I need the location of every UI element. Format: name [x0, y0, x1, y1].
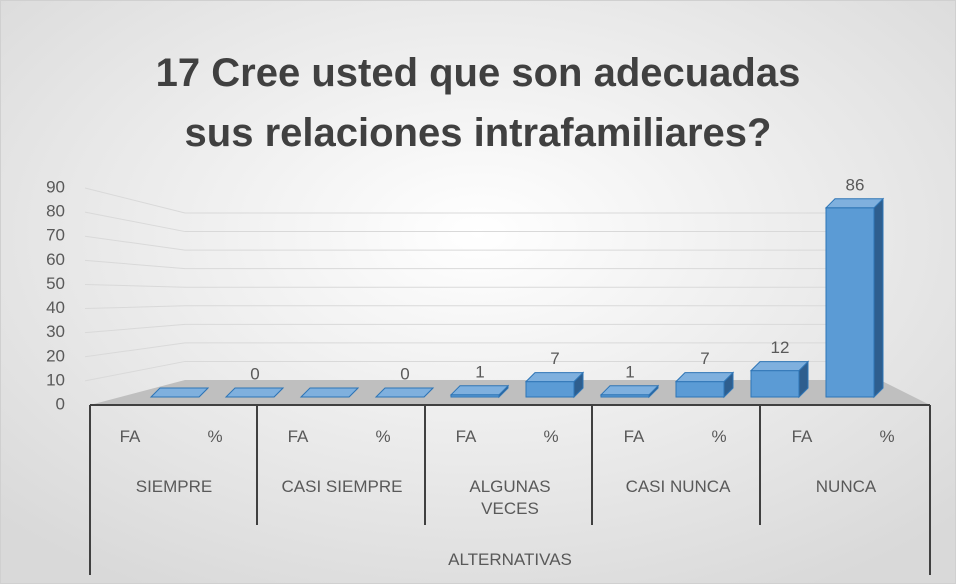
data-label: 0: [250, 364, 259, 383]
bar-top: [524, 372, 585, 383]
x-tick-label: FA: [623, 427, 645, 446]
bar: [224, 387, 285, 398]
bar-front: [525, 381, 575, 398]
data-label: 1: [625, 362, 634, 381]
group-label: NUNCA: [815, 477, 877, 496]
bar: [299, 387, 360, 398]
group-label: CASI SIEMPRE: [281, 477, 403, 496]
bar-top: [149, 387, 210, 398]
bar: [524, 371, 585, 399]
y-tick-label: 90: [46, 177, 65, 196]
bar-front: [750, 370, 800, 398]
x-tick-label: %: [543, 427, 559, 446]
x-axis-title: ALTERNATIVAS: [448, 550, 572, 569]
data-label: 7: [700, 349, 709, 368]
y-tick-label: 80: [46, 202, 65, 221]
bar-top: [824, 198, 885, 209]
data-label: 0: [400, 364, 409, 383]
x-tick-label: FA: [455, 427, 477, 446]
data-label: 7: [550, 349, 559, 368]
chart-title: 17 Cree usted que son adecuadas sus relac…: [156, 51, 801, 155]
bar: [449, 384, 510, 399]
bar-top: [299, 387, 360, 398]
x-tick-label: FA: [287, 427, 309, 446]
bar: [674, 371, 735, 399]
bar-top: [749, 361, 810, 372]
group-label: CASI NUNCA: [625, 477, 731, 496]
x-tick-label: %: [879, 427, 895, 446]
y-tick-label: 20: [46, 346, 65, 365]
grid-line: [84, 360, 880, 382]
bar-top: [599, 385, 660, 396]
y-tick-label: 10: [46, 370, 65, 389]
bar-top: [374, 387, 435, 398]
y-tick-label: 0: [56, 394, 65, 413]
grid-line: [84, 187, 880, 214]
bar-top: [449, 385, 510, 396]
x-tick-label: %: [711, 427, 727, 446]
grid-line: [84, 259, 880, 270]
bar-front: [825, 207, 875, 398]
y-tick-label: 70: [46, 226, 65, 245]
grid-line: [84, 342, 880, 358]
x-tick-label: %: [375, 427, 391, 446]
grid-line: [84, 211, 880, 233]
bar-side: [873, 197, 884, 399]
bar: [824, 197, 885, 399]
bar-top: [674, 372, 735, 383]
bar: [749, 360, 810, 399]
bar-top: [224, 387, 285, 398]
grid-line: [84, 305, 880, 310]
x-tick-label: FA: [791, 427, 813, 446]
group-label: ALGUNAS VECES: [469, 477, 551, 518]
y-tick-label: 60: [46, 250, 65, 269]
y-tick-label: 30: [46, 322, 65, 341]
bar: [599, 384, 660, 399]
x-tick-label: %: [207, 427, 223, 446]
group-label: SIEMPRE: [135, 477, 213, 496]
y-tick-label: 40: [46, 298, 65, 317]
data-label: 86: [846, 175, 865, 194]
bar-front: [675, 381, 725, 398]
data-label: 12: [771, 338, 790, 357]
x-tick-label: FA: [119, 427, 141, 446]
grid-line: [84, 283, 880, 288]
data-label: 1: [475, 362, 484, 381]
bar: [149, 387, 210, 398]
grid-line: [84, 323, 880, 334]
y-tick-label: 50: [46, 274, 65, 293]
bar: [374, 387, 435, 398]
grid-line: [84, 235, 880, 251]
